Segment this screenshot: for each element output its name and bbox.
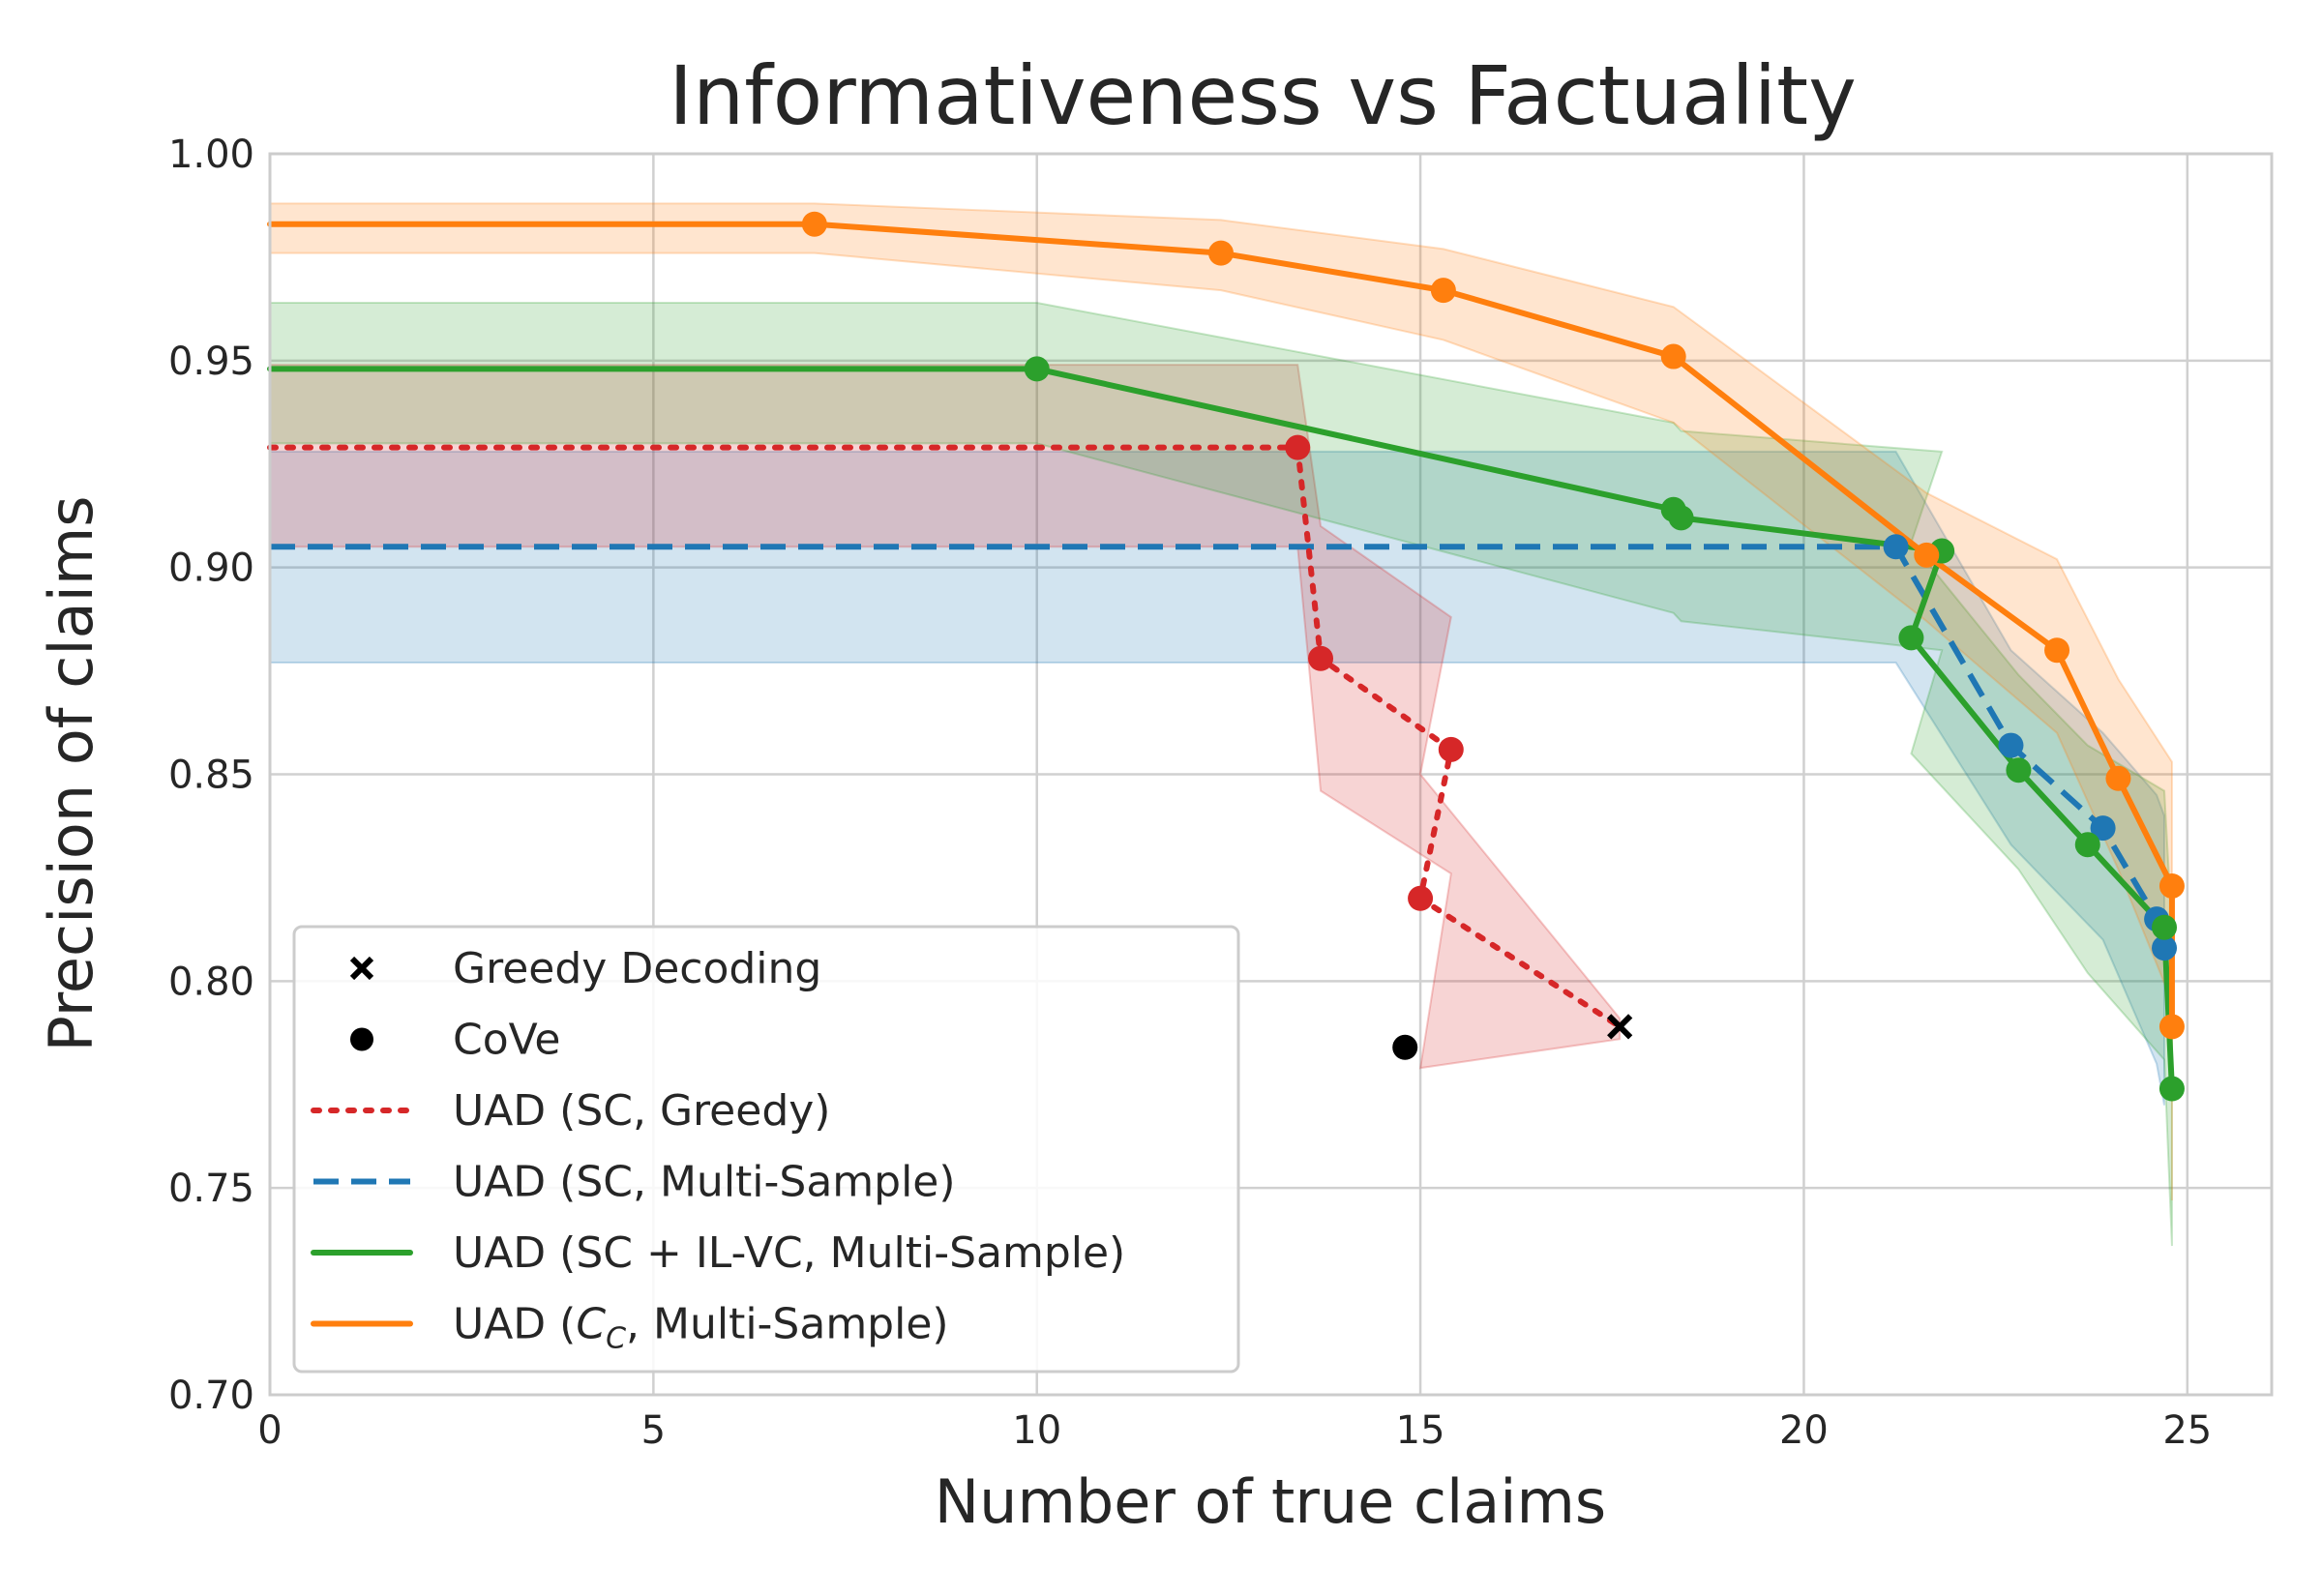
x-tick-label: 10 <box>1012 1408 1061 1453</box>
point-uad-sc-greedy <box>1438 736 1464 762</box>
x-tick-label: 5 <box>641 1408 666 1453</box>
legend-box <box>292 925 1240 1374</box>
point-uad-sc-multi-sample <box>2090 815 2116 842</box>
band-uad-c-c-multi-sample <box>269 202 2173 1200</box>
line-uad-sc-greedy <box>267 444 1623 1030</box>
legend-label: CoVe <box>453 1016 560 1065</box>
greedy-x-stroke <box>1607 1014 1633 1040</box>
point-uad-sc-multi-sample <box>1998 732 2024 758</box>
y-tick-label: 0.95 <box>168 340 254 384</box>
point-uad-c-c-multi-sample <box>2044 637 2070 664</box>
point-uad-sc-multi-sample <box>1883 534 1909 560</box>
band-uad-sc-multi-sample <box>269 450 2166 1106</box>
point-uad-c-c-multi-sample <box>2158 872 2185 899</box>
point-uad-sc-il-vc-multi-sample <box>2152 914 2178 940</box>
line-uad-sc-il-vc-multi-sample <box>267 366 2175 1092</box>
plot-frame <box>268 152 2274 1397</box>
series-markers <box>801 211 2185 1102</box>
point-uad-sc-greedy <box>1408 885 1434 911</box>
x-tick-label: 20 <box>1779 1408 1829 1453</box>
legend-greedy-marker <box>349 956 374 981</box>
point-uad-c-c-multi-sample <box>1914 542 1940 568</box>
band-uad-sc-il-vc-multi-sample <box>269 301 2173 1247</box>
point-uad-sc-greedy <box>1308 645 1334 671</box>
confidence-bands <box>269 202 2173 1247</box>
legend-label: UAD (SC, Multi-Sample) <box>453 1158 956 1207</box>
y-tick-label: 0.75 <box>168 1167 254 1211</box>
legend-label: UAD (CC, Multi-Sample) <box>453 1300 949 1356</box>
legend-cove-marker <box>350 1027 373 1051</box>
legend-label: UAD (SC + IL-VC, Multi-Sample) <box>453 1228 1125 1278</box>
x-tick-labels: 0 5 10 15 20 25 <box>257 1408 2212 1453</box>
point-uad-c-c-multi-sample <box>1430 278 1456 304</box>
x-tick-label: 0 <box>257 1408 282 1453</box>
y-tick-label: 0.70 <box>168 1374 254 1418</box>
chart-title: Informativeness vs Factuality <box>669 48 1857 143</box>
point-uad-c-c-multi-sample <box>2158 1014 2185 1040</box>
y-tick-label: 1.00 <box>168 133 254 177</box>
legend-label: UAD (SC, Greedy) <box>453 1086 830 1136</box>
greedy-decoding-point <box>1607 1014 1633 1040</box>
point-uad-c-c-multi-sample <box>1207 240 1234 266</box>
x-axis-label: Number of true claims <box>935 1466 1606 1537</box>
y-tick-label: 0.85 <box>168 754 254 798</box>
point-uad-sc-il-vc-multi-sample <box>2074 832 2100 858</box>
point-uad-sc-greedy <box>1285 434 1311 460</box>
point-uad-c-c-multi-sample <box>801 211 827 237</box>
y-axis-label: Precision of claims <box>36 495 106 1051</box>
point-uad-c-c-multi-sample <box>2105 765 2131 791</box>
cove-point <box>1392 1034 1418 1060</box>
legend: Greedy Decoding CoVe UAD (SC, Greedy) UAD (… <box>292 925 1240 1374</box>
point-uad-sc-il-vc-multi-sample <box>2158 1076 2185 1102</box>
legend-label: Greedy Decoding <box>453 944 821 993</box>
point-uad-c-c-multi-sample <box>1660 343 1686 369</box>
y-tick-label: 0.90 <box>168 547 254 591</box>
point-uad-sc-il-vc-multi-sample <box>1898 625 1924 651</box>
line-uad-c-c-multi-sample <box>267 221 2175 1030</box>
point-uad-sc-il-vc-multi-sample <box>1024 356 1050 382</box>
point-uad-sc-il-vc-multi-sample <box>1668 505 1694 531</box>
y-tick-label: 0.80 <box>168 960 254 1004</box>
x-tick-label: 15 <box>1396 1408 1445 1453</box>
x-tick-label: 25 <box>2162 1408 2212 1453</box>
point-uad-sc-multi-sample <box>2152 935 2178 961</box>
y-tick-labels: 0.70 0.75 0.80 0.85 0.90 0.95 1.00 <box>168 133 254 1418</box>
point-uad-sc-il-vc-multi-sample <box>2006 757 2032 783</box>
